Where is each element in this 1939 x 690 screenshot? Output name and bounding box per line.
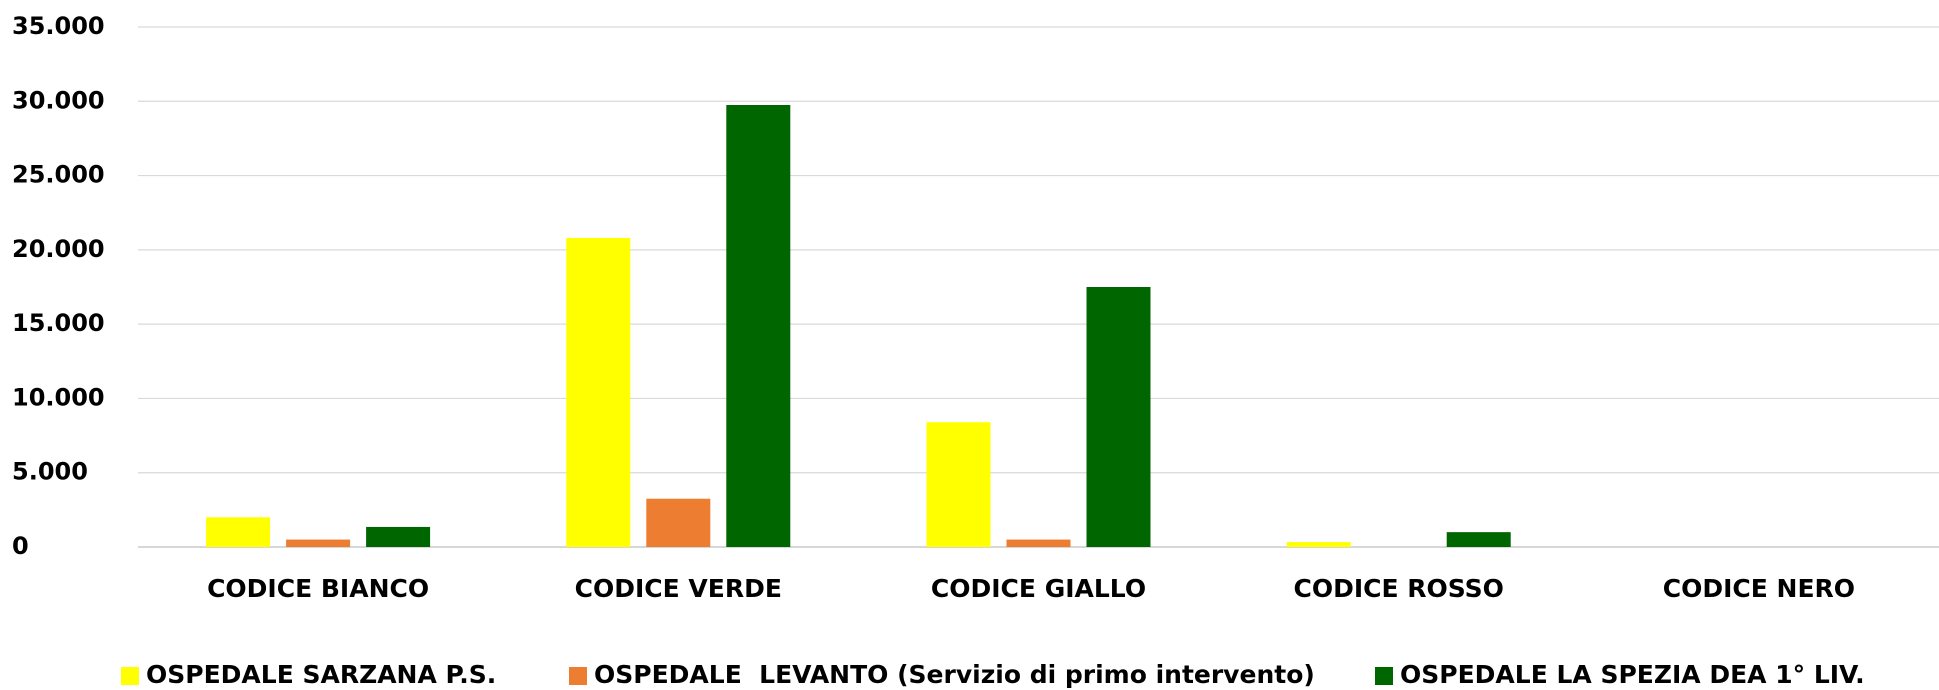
legend-swatch: [121, 667, 139, 685]
bar: [1286, 542, 1351, 547]
x-tick-label: CODICE GIALLO: [931, 574, 1146, 603]
y-tick-label: 30.000: [12, 86, 105, 114]
bar: [646, 498, 711, 547]
y-tick-label: 15.000: [12, 309, 105, 337]
y-tick-label: 35.000: [12, 12, 105, 40]
bar: [1006, 539, 1071, 547]
legend-label: OSPEDALE SARZANA P.S.: [146, 660, 496, 689]
bar: [206, 517, 271, 547]
bar: [286, 539, 351, 547]
y-tick-label: 10.000: [12, 383, 105, 411]
legend-label: OSPEDALE LEVANTO (Servizio di primo inte…: [594, 660, 1315, 689]
legend-swatch: [1375, 667, 1393, 685]
y-tick-label: 5.000: [12, 458, 88, 486]
bar: [926, 422, 991, 547]
legend-swatch: [569, 667, 587, 685]
x-tick-label: CODICE ROSSO: [1293, 574, 1503, 603]
x-tick-label: CODICE BIANCO: [207, 574, 429, 603]
bar: [1086, 287, 1151, 547]
y-tick-label: 25.000: [12, 161, 105, 189]
legend-label: OSPEDALE LA SPEZIA DEA 1° LIV.: [1400, 660, 1865, 689]
bar: [726, 105, 791, 547]
x-tick-label: CODICE NERO: [1663, 574, 1855, 603]
y-tick-label: 0: [12, 532, 29, 560]
bar: [366, 526, 431, 547]
bar: [1446, 532, 1511, 547]
y-tick-label: 20.000: [12, 235, 105, 263]
x-tick-label: CODICE VERDE: [575, 574, 782, 603]
bar: [566, 237, 631, 547]
